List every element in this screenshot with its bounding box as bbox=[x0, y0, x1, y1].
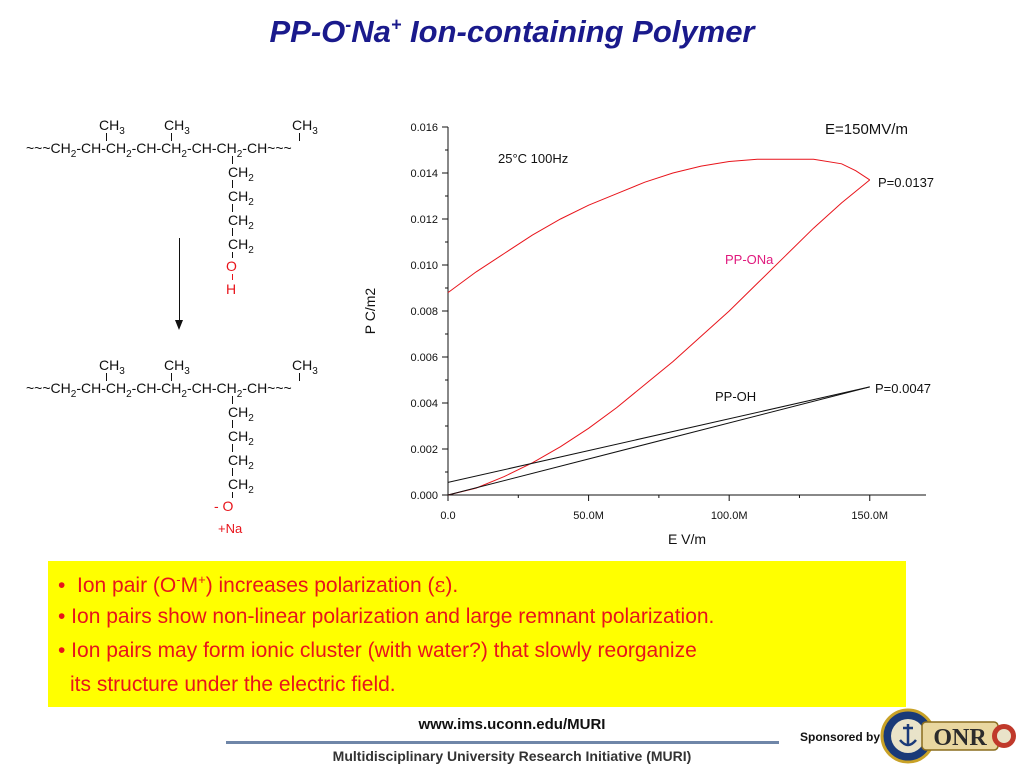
oxygen-anion-label: - O bbox=[214, 498, 234, 514]
x-tick-label: 150.0M bbox=[851, 510, 888, 522]
y-tick-label: 0.016 bbox=[410, 122, 438, 134]
sidechain-ch2: CH2 bbox=[228, 188, 254, 208]
methyl-label: CH3 bbox=[292, 357, 318, 377]
series-line-pp-oh-upper bbox=[447, 386, 870, 483]
y-tick-label: 0.006 bbox=[410, 352, 438, 364]
methyl-label: CH3 bbox=[99, 357, 125, 377]
program-name: Multidisciplinary University Research In… bbox=[332, 748, 692, 764]
y-tick-label: 0.008 bbox=[410, 306, 438, 318]
y-axis-label: P C/m2 bbox=[362, 288, 378, 335]
sidechain-ch2: CH2 bbox=[228, 236, 254, 256]
series-label-ppona: PP-ONa bbox=[725, 252, 774, 267]
website-link[interactable]: www.ims.uconn.edu/MURI bbox=[418, 716, 606, 733]
footer-divider bbox=[226, 741, 779, 744]
methyl-label: CH3 bbox=[164, 357, 190, 377]
backbone: ~~~CH2-CH-CH2-CH-CH2-CH-CH2-CH~~~ bbox=[26, 380, 292, 400]
pmax-ppona-annotation: P=0.0137 bbox=[878, 175, 934, 190]
x-tick-label: 50.0M bbox=[573, 510, 604, 522]
sodium-cation-label: +Na bbox=[218, 521, 243, 536]
hydrogen-label: H bbox=[226, 281, 237, 297]
oxygen-label: O bbox=[226, 258, 237, 274]
y-tick-label: 0.014 bbox=[410, 168, 438, 180]
x-tick-label: 0.0 bbox=[440, 510, 455, 522]
reaction-arrow bbox=[179, 238, 180, 322]
series-label-ppoh: PP-OH bbox=[715, 389, 756, 404]
y-tick-label: 0.012 bbox=[410, 214, 438, 226]
sidechain-ch2: CH2 bbox=[228, 404, 254, 424]
bullet-3-continued: its structure under the electric field. bbox=[70, 673, 396, 696]
y-tick-label: 0.004 bbox=[410, 398, 438, 410]
methyl-label: CH3 bbox=[99, 117, 125, 137]
field-annotation: E=150MV/m bbox=[825, 121, 908, 138]
bullet-3: • Ion pairs may form ionic cluster (with… bbox=[58, 639, 697, 662]
logo-text: ONR bbox=[933, 725, 987, 751]
x-tick-label: 100.0M bbox=[711, 510, 748, 522]
pmax-ppoh-annotation: P=0.0047 bbox=[875, 381, 931, 396]
sidechain-ch2: CH2 bbox=[228, 428, 254, 448]
sidechain-ch2: CH2 bbox=[228, 212, 254, 232]
arrow-head-icon bbox=[175, 320, 183, 330]
series-line-pp-ona-upper bbox=[447, 158, 871, 294]
y-tick-label: 0.010 bbox=[410, 260, 438, 272]
series-line-pp-ona-lower bbox=[447, 179, 871, 496]
bullet-2: • Ion pairs show non-linear polarization… bbox=[58, 605, 715, 628]
condition-annotation: 25°C 100Hz bbox=[498, 151, 568, 166]
sidechain-ch2: CH2 bbox=[228, 476, 254, 496]
sponsored-by-label: Sponsored by bbox=[800, 730, 881, 744]
sidechain-ch2: CH2 bbox=[228, 164, 254, 184]
sidechain-ch2: CH2 bbox=[228, 452, 254, 472]
y-tick-label: 0.000 bbox=[410, 490, 438, 502]
backbone: ~~~CH2-CH-CH2-CH-CH2-CH-CH2-CH~~~ bbox=[26, 140, 292, 160]
series-line-pp-oh-lower bbox=[447, 386, 870, 496]
slide-title: PP-O-Na+ Ion-containing Polymer bbox=[269, 14, 755, 49]
onr-logo: ONR bbox=[880, 708, 1016, 764]
bullet-1: • Ion pair (O-M+) increases polarization… bbox=[58, 572, 459, 597]
y-tick-label: 0.002 bbox=[410, 444, 438, 456]
polarization-chart: 0.000 0.002 0.004 0.006 0.008 0.010 0.012 0.014… bbox=[362, 121, 934, 547]
methyl-label: CH3 bbox=[164, 117, 190, 137]
highlight-box: • Ion pair (O-M+) increases polarization… bbox=[48, 561, 906, 707]
x-axis-label: E V/m bbox=[668, 531, 706, 547]
methyl-label: CH3 bbox=[292, 117, 318, 137]
